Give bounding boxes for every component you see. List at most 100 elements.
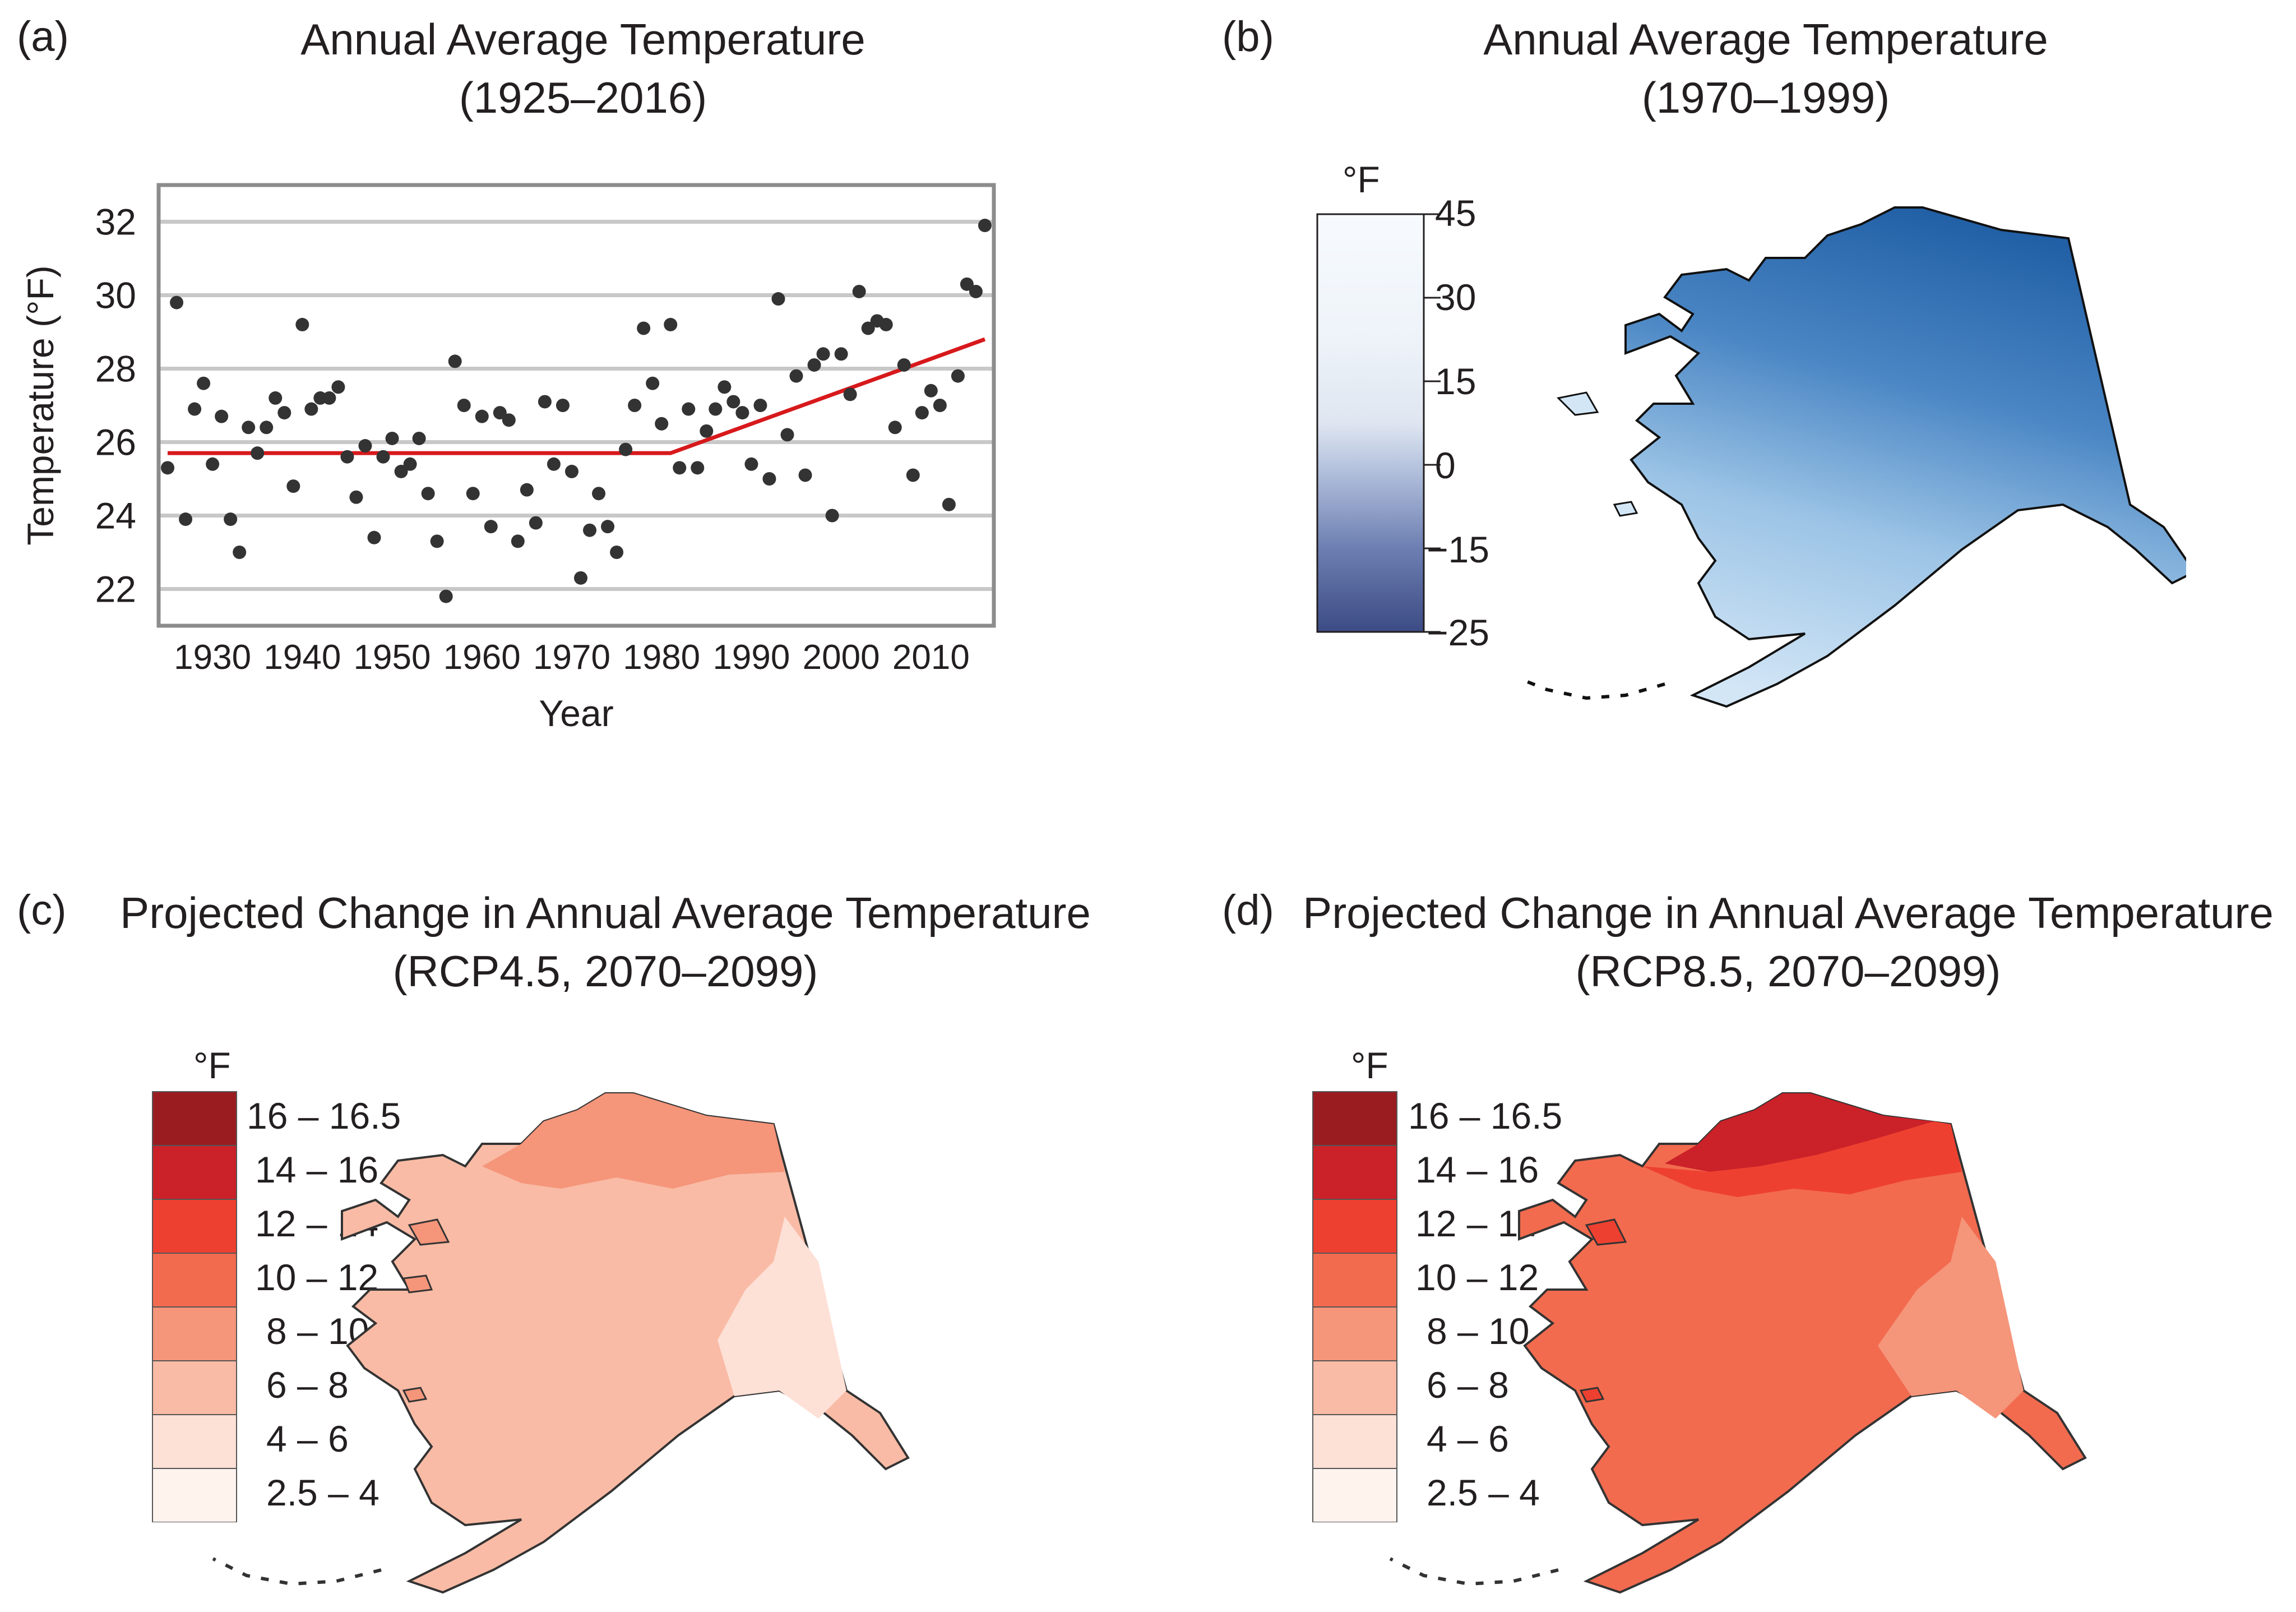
data-point (403, 457, 417, 471)
legend-d-label-0: 16 – 16.5 (1408, 1095, 1563, 1137)
legend-swatch (152, 1199, 237, 1254)
data-point (367, 530, 381, 544)
data-point (744, 457, 758, 471)
data-point (376, 450, 390, 464)
x-axis-label: Year (539, 692, 613, 734)
legend-swatch (1312, 1414, 1397, 1469)
data-point (421, 487, 435, 501)
data-point (852, 284, 866, 298)
data-point (906, 468, 920, 482)
panel-a-title: Annual Average Temperature (1925–2016) (247, 10, 919, 127)
data-point (520, 483, 534, 497)
warm-north-zone-d (1642, 1121, 1962, 1197)
data-point (700, 424, 714, 438)
data-point (574, 571, 588, 585)
data-point (331, 380, 345, 394)
data-point (628, 399, 642, 412)
data-point (762, 472, 776, 486)
data-point (233, 546, 247, 559)
data-point (933, 399, 947, 412)
aleutian-chain-c (212, 1557, 382, 1586)
y-tick-label: 26 (95, 422, 136, 463)
plot-frame (156, 183, 996, 628)
data-point (197, 376, 211, 390)
panel-b-title: Annual Average Temperature (1970–1999) (1429, 10, 2102, 127)
data-point (260, 421, 274, 435)
panel-d-title: Projected Change in Annual Average Tempe… (1289, 884, 2287, 1000)
colorbar-b-tick-2: 15 (1435, 361, 1476, 402)
x-tick-labels: 1930 1940 1950 1960 1970 1980 1990 2000 2010 (174, 638, 970, 677)
panel-d-title-line1: Projected Change in Annual Average Tempe… (1303, 888, 2274, 937)
data-point (179, 512, 193, 526)
data-point (673, 461, 687, 475)
y-axis-label: Temperature (°F) (20, 265, 61, 546)
alaska-islands-b (1556, 391, 1638, 517)
data-point (592, 487, 606, 501)
legend-swatch (152, 1145, 237, 1200)
data-point (610, 546, 624, 559)
data-point (430, 534, 444, 548)
colorbar-b-tick-5: −25 (1427, 612, 1489, 653)
data-point (538, 395, 552, 409)
data-point (682, 402, 696, 416)
data-point (349, 490, 363, 504)
colorbar-b-tick-1: 30 (1435, 276, 1476, 318)
alaska-map-b (1518, 206, 2186, 708)
data-point (718, 380, 732, 394)
data-point (340, 450, 354, 464)
panel-a-title-line2: (1925–2016) (459, 73, 707, 122)
data-point (646, 376, 660, 390)
x-tick-label: 2010 (892, 638, 970, 677)
colorbar-b-unit: °F (1343, 159, 1380, 200)
data-point (529, 516, 543, 530)
legend-d-label-4: 8 – 10 (1427, 1310, 1530, 1352)
data-point (161, 461, 175, 475)
grid-lines (159, 220, 994, 591)
x-tick-label: 2000 (803, 638, 880, 677)
data-point (655, 417, 669, 431)
colorbar-b-tick-0: 45 (1435, 192, 1476, 234)
x-tick-label: 1970 (533, 638, 610, 677)
data-point (583, 523, 597, 537)
data-point (637, 321, 651, 335)
legend-swatch (152, 1253, 237, 1308)
panel-c-letter: (c) (17, 886, 67, 934)
data-point (242, 421, 256, 435)
data-point (493, 406, 507, 420)
data-point (556, 399, 570, 412)
data-point (807, 358, 821, 372)
cooler-east-zone-c (718, 1217, 846, 1419)
data-point (484, 520, 498, 534)
data-point (709, 402, 723, 416)
data-point (457, 399, 471, 412)
data-point (394, 464, 408, 478)
colorbar-b-tick-4: −15 (1427, 529, 1489, 570)
alaska-islands-c (402, 1218, 450, 1403)
legend-swatch (1312, 1468, 1397, 1522)
legend-d-label-1: 14 – 16 (1415, 1149, 1539, 1190)
data-point (277, 406, 291, 420)
data-point (439, 589, 453, 603)
data-point (358, 439, 372, 453)
data-point (879, 317, 893, 331)
panel-b-letter: (b) (1222, 13, 1274, 61)
data-point (188, 402, 202, 416)
data-point (978, 219, 992, 233)
legend-c-label-5: 6 – 8 (266, 1364, 349, 1406)
data-point (322, 391, 336, 405)
data-point (888, 421, 902, 435)
trend-line (168, 337, 986, 455)
legend-c-label-3: 10 – 12 (255, 1257, 379, 1298)
y-tick-label: 32 (95, 201, 136, 243)
legend-swatch (1312, 1199, 1397, 1254)
colorbar-b-tick-3: 0 (1435, 445, 1456, 486)
legend-c-label-6: 4 – 6 (266, 1418, 349, 1459)
x-tick-label: 1940 (263, 638, 341, 677)
data-point (789, 369, 803, 383)
data-point (269, 391, 283, 405)
legend-c-label-1: 14 – 16 (255, 1149, 379, 1190)
alaska-islands-d (1579, 1218, 1627, 1403)
temperature-scatter-chart: 22 24 26 28 30 32 1930 1940 1950 1960 1970 1980 199… (20, 183, 996, 734)
y-tick-label: 22 (95, 569, 136, 610)
hottest-north-zone-d (1665, 1093, 1934, 1172)
